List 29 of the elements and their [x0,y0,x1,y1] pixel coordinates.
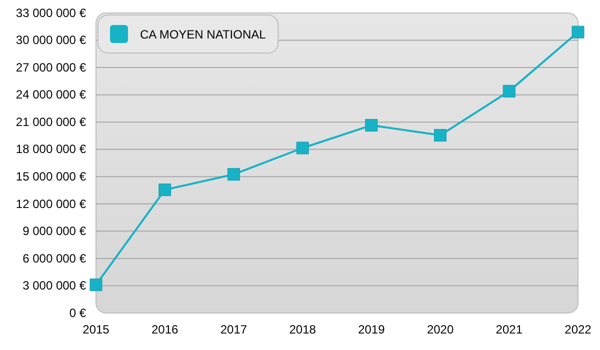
y-tick-label: 27 000 000 € [16,60,86,74]
x-tick-label: 2022 [564,322,592,337]
x-tick-label: 2015 [82,322,110,337]
point [90,278,102,292]
y-tick-label: 21 000 000 € [16,114,86,129]
x-tick-label: 2019 [358,322,386,337]
y-tick-label: 9 000 000 € [22,224,86,238]
point [296,142,309,154]
y-tick-label: 18 000 000 € [16,142,86,156]
y-tick-label: 15 000 000 € [16,169,86,184]
point [502,84,516,98]
point [572,26,584,38]
x-tick-label: 2018 [289,322,316,337]
point [365,119,378,132]
point [227,168,240,181]
y-tick-label: 6 000 000 € [22,251,86,266]
point [434,129,447,142]
y-tick-label: 3 000 000 € [22,278,86,293]
y-tick-label: 0 € [69,306,86,320]
y-tick-label: 24 000 000 € [16,88,86,102]
y-tick-label: 30 000 000 € [16,33,86,48]
x-tick-label: 2020 [426,322,454,337]
x-tick-label: 2017 [220,322,248,337]
y-tick-label: 12 000 000 € [16,196,86,211]
legend-label: CA MOYEN NATIONAL [140,28,266,42]
point [158,184,172,196]
x-tick-label: 2021 [496,322,523,337]
y-tick-label: 33 000 000 € [16,6,86,20]
x-tick-label: 2016 [152,322,179,337]
